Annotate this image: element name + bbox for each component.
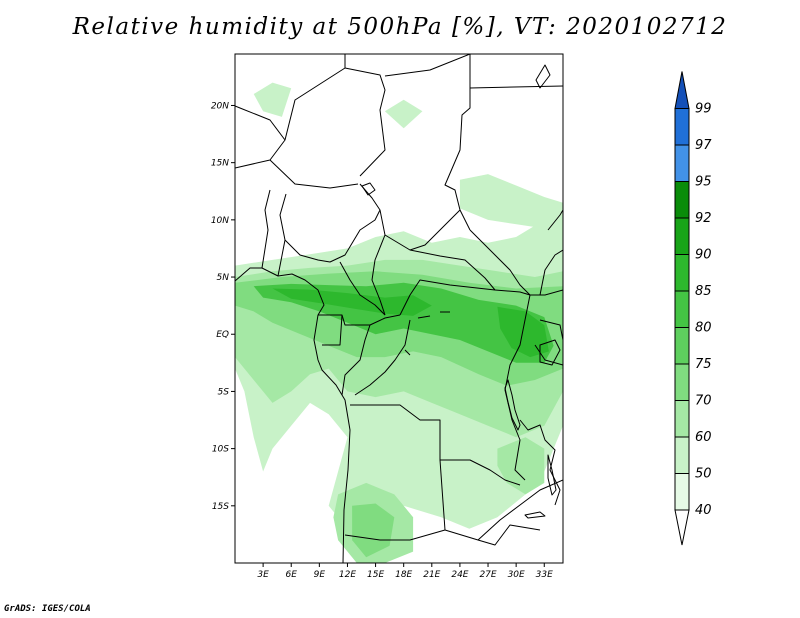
lat-tick-label: 10N: [211, 216, 229, 226]
lake-victoria: [539, 339, 561, 366]
colorbar-label: 75: [695, 357, 712, 372]
humidity-region-70: [352, 503, 395, 558]
colorbar-box: [674, 217, 690, 255]
humidity-region-50: [253, 82, 292, 117]
colorbar-label: 70: [695, 394, 712, 409]
colorbar-box: [674, 108, 690, 146]
colorbar-label: 90: [695, 248, 712, 263]
colorbar-label: 80: [695, 321, 712, 336]
humidity-region-85: [497, 306, 549, 358]
colorbar-label: 85: [695, 284, 712, 299]
colorbar-box: [674, 363, 690, 401]
colorbar-label: 60: [695, 430, 712, 445]
lon-tick-label: 24E: [451, 570, 468, 580]
lon-tick-label: 27E: [479, 570, 496, 580]
colorbar-box: [674, 254, 690, 292]
lat-tick-label: EQ: [216, 330, 229, 340]
credit-text: GrADS: IGES/COLA: [4, 604, 91, 614]
colorbar-label: 97: [695, 138, 712, 153]
lat-tick-label: 10S: [212, 445, 229, 455]
colorbar-label: 40: [695, 503, 712, 518]
lat-tick-label: 15N: [211, 159, 229, 169]
colorbar-box: [674, 473, 690, 511]
lon-tick-label: 6E: [286, 570, 298, 580]
humidity-region-50: [384, 99, 423, 129]
lon-tick-label: 12E: [339, 570, 356, 580]
lon-tick-label: 15E: [367, 570, 384, 580]
colorbar-tip-low: [674, 509, 690, 546]
map-axes: 3E 6E 9E 12E 15E 18E 21E 24E 27E 30E 33E 20N 15N 10N 5…: [211, 101, 553, 580]
colorbar-label: 95: [695, 175, 712, 190]
colorbar-box: [674, 400, 690, 438]
lon-tick-label: 9E: [314, 570, 326, 580]
colorbar-tip-high: [674, 71, 690, 109]
lat-tick-label: 20N: [211, 101, 229, 111]
colorbar-box: [674, 290, 690, 328]
colorbar-box: [674, 327, 690, 365]
humidity-region-60: [497, 437, 545, 495]
colorbar-box: [674, 436, 690, 474]
coastline: [235, 267, 351, 563]
lon-tick-label: 3E: [257, 570, 269, 580]
chart-title: Relative humidity at 500hPa [%], VT: 202…: [72, 14, 728, 40]
lake-tanganyika: [504, 379, 521, 431]
lon-tick-label: 33E: [536, 570, 553, 580]
lat-tick-label: 5S: [218, 387, 230, 397]
colorbar-label: 99: [695, 102, 712, 117]
lon-tick-label: 18E: [395, 570, 412, 580]
map-frame: [234, 53, 564, 564]
country-borders: [235, 54, 563, 563]
lake-malawi: [547, 454, 557, 496]
lon-tick-label: 30E: [508, 570, 525, 580]
humidity-region-50: [459, 174, 563, 232]
lake-chad: [361, 182, 376, 196]
lon-tick-label: 21E: [423, 570, 440, 580]
humidity-region-85: [272, 288, 432, 316]
humidity-fill-layer: [235, 82, 563, 563]
colorbar-label: 50: [695, 467, 712, 482]
lat-tick-label: 5N: [217, 273, 230, 283]
lat-tick-label: 15S: [212, 502, 229, 512]
colorbar-box: [674, 181, 690, 219]
colorbar-box: [674, 144, 690, 182]
colorbar-label: 92: [695, 211, 712, 226]
colorbar: 40 50 60 70 75 80 85 90 92 95 97 99: [674, 71, 712, 546]
